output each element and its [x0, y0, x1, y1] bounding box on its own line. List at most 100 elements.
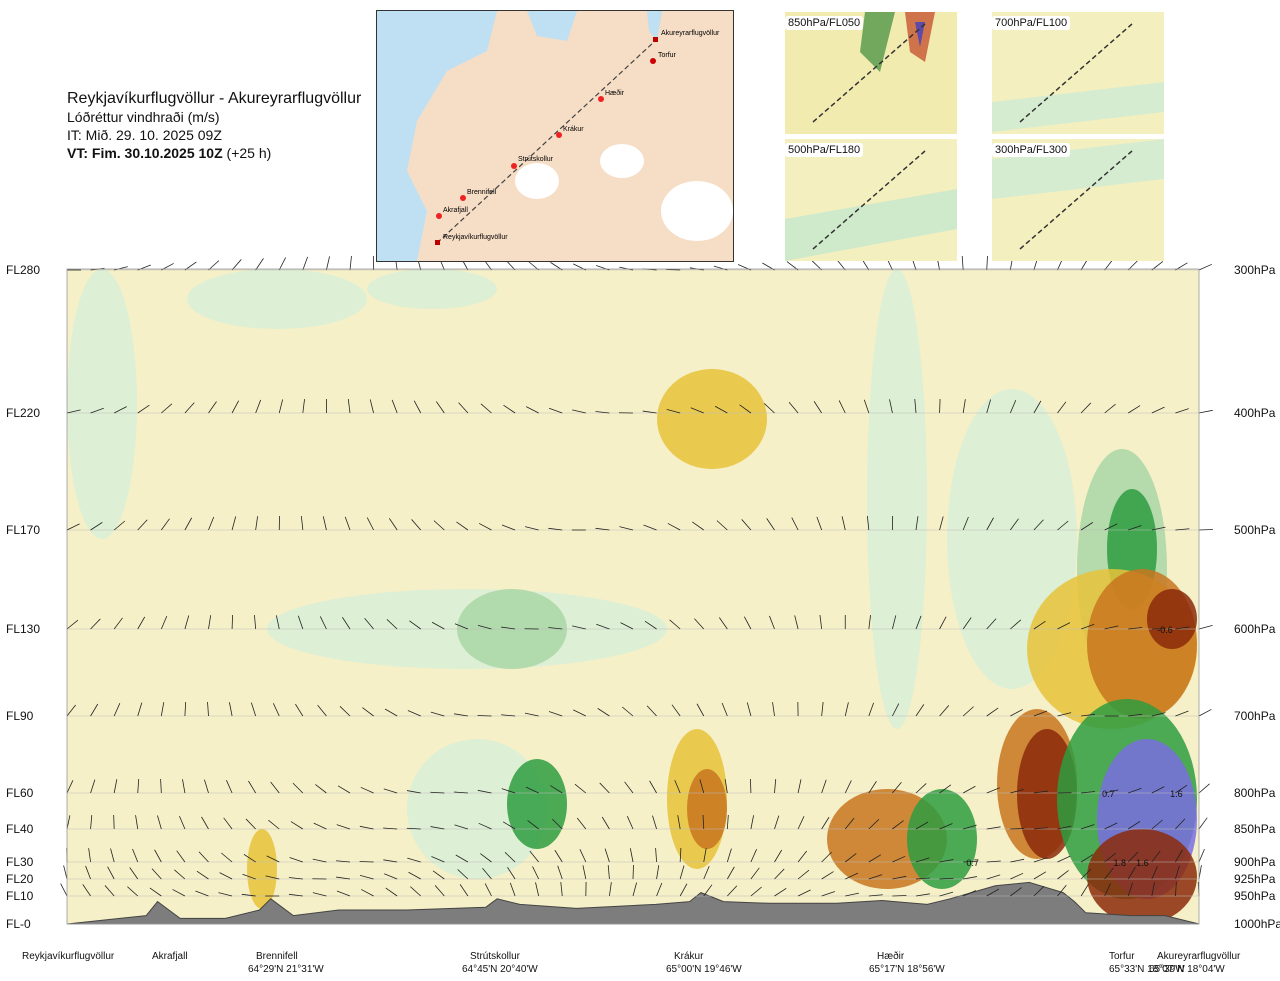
wind-barb [184, 517, 193, 531]
wind-barb [231, 400, 240, 414]
left-level-4: FL90 [6, 709, 34, 723]
panel-850-route [812, 23, 926, 123]
wind-barb [811, 259, 822, 271]
wind-barb [1080, 522, 1094, 531]
wind-barb [576, 817, 587, 830]
wind-barb [219, 872, 233, 880]
panel-850-band-green [860, 12, 895, 72]
wind-barb [484, 883, 492, 897]
wind-barb [151, 868, 162, 880]
panel-850: 850hPa/FL050 [785, 12, 957, 134]
wind-barb [939, 616, 947, 630]
wind-barb [198, 851, 209, 863]
left-level-7: FL30 [6, 855, 34, 869]
wind-barb [454, 824, 469, 830]
panel-500-svg [785, 139, 957, 261]
wind-barb [1104, 852, 1116, 863]
wind-barb [1104, 883, 1111, 897]
wind-barb [342, 617, 351, 630]
wind-barb [572, 409, 586, 414]
wind-barb [411, 519, 422, 531]
wind-barb [844, 780, 852, 794]
wind-barb [821, 871, 834, 880]
wind-barb [482, 868, 492, 880]
wind-barb [66, 815, 71, 830]
wind-barb [1010, 788, 1024, 794]
wind-barb [477, 789, 492, 794]
wind-barb [599, 782, 610, 794]
station-label-3: Strútskollur [470, 951, 521, 962]
wind-barb [1198, 783, 1210, 794]
wind-field-region-23 [1087, 829, 1197, 924]
map-eyjafjordur [647, 11, 662, 41]
strutskollur-marker [511, 163, 517, 169]
wind-barb [642, 410, 657, 414]
wind-barb [986, 888, 1000, 897]
wind-barb [161, 518, 170, 531]
wind-barb [527, 260, 539, 271]
wind-field-region-20 [1147, 589, 1197, 649]
station-label-4: Krákur [674, 951, 704, 962]
wind-barb [1080, 402, 1092, 414]
glacier-vatnajokull [661, 181, 733, 241]
wind-barb [915, 857, 930, 863]
wind-barb [844, 702, 849, 717]
left-level-8: FL20 [6, 872, 34, 886]
wind-barb [690, 407, 704, 414]
wind-barb [535, 882, 540, 897]
wind-barb [915, 877, 930, 880]
wind-barb [671, 704, 681, 717]
right-level-10: 1000hPa [1234, 917, 1280, 931]
wind-barb [963, 860, 978, 863]
wind-barb [255, 399, 262, 414]
map-label-haedir: Hæðir [605, 89, 625, 97]
wind-barb [454, 623, 469, 630]
wind-barb [501, 524, 516, 531]
wind-barb [1057, 870, 1069, 880]
wind-barb [385, 887, 398, 897]
wind-barb [322, 516, 327, 531]
wind-barb [750, 867, 760, 880]
wind-barb [939, 859, 954, 863]
contour-label-1: 0.7 [1102, 789, 1115, 799]
krakur-marker [556, 132, 562, 138]
wind-barb [838, 400, 846, 414]
wind-barb [1151, 882, 1155, 897]
wind-barb [915, 821, 929, 830]
wind-barb [113, 617, 123, 630]
wind-barb [1057, 520, 1069, 531]
wind-barb [113, 406, 127, 414]
wind-barb [336, 876, 351, 880]
wind-barb [1151, 526, 1166, 531]
wind-barb [1151, 406, 1165, 414]
wind-barb [364, 618, 374, 630]
wind-barb [275, 615, 280, 630]
right-level-1: 400hPa [1234, 406, 1276, 420]
wind-barb [548, 527, 563, 531]
wind-barb [679, 847, 682, 863]
wind-field-region-13 [687, 769, 727, 849]
wind-barb [1104, 625, 1119, 630]
wind-barb [1010, 887, 1022, 897]
wind-barb [986, 255, 988, 271]
wind-barb [743, 616, 752, 630]
wind-barb [458, 402, 469, 414]
wind-barb [231, 516, 237, 531]
wind-barb [786, 261, 799, 271]
wind-barb [667, 523, 681, 531]
wind-barb [104, 885, 115, 897]
wind-barb [797, 779, 802, 794]
wind-barb [278, 399, 284, 414]
wind-barb [110, 848, 115, 863]
wind-barb [435, 401, 445, 414]
wind-barb [66, 409, 81, 414]
wind-barb [480, 403, 492, 414]
wind-barb [579, 849, 587, 863]
right-level-5: 800hPa [1234, 786, 1276, 800]
wind-barb [726, 815, 729, 830]
wind-barb [595, 527, 610, 531]
wind-barb [596, 623, 610, 630]
wind-barb [336, 890, 351, 897]
wind-barb [288, 877, 303, 880]
